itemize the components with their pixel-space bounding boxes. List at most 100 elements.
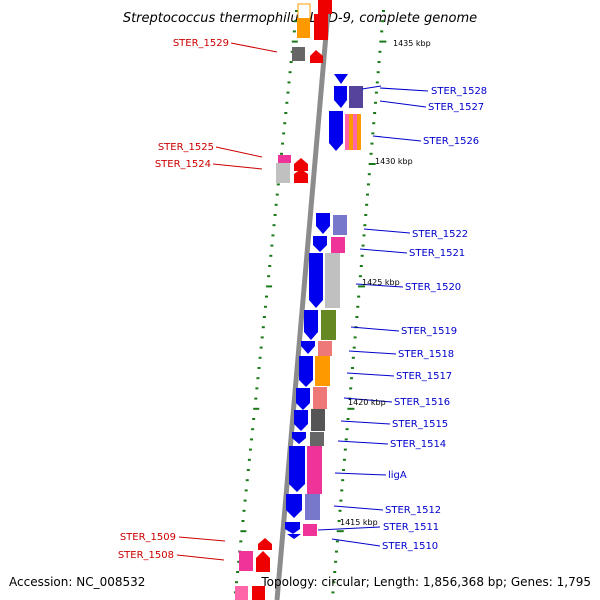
scale-tick bbox=[275, 193, 279, 196]
gene-label-ster-1509[interactable]: STER_1509 bbox=[120, 532, 176, 543]
scale-tick bbox=[331, 591, 335, 594]
scale-tick bbox=[356, 305, 360, 308]
scale-tick bbox=[358, 275, 362, 278]
gene-block-ster-1529[interactable] bbox=[292, 47, 305, 61]
gene-block-ster-1516[interactable] bbox=[313, 387, 327, 409]
scale-tick bbox=[235, 581, 239, 584]
scale-tick bbox=[241, 520, 245, 522]
scale-tick bbox=[339, 499, 343, 502]
gene-block-ster-1522[interactable] bbox=[333, 215, 347, 235]
gene-label-ster-1519[interactable]: STER_1519 bbox=[401, 326, 457, 337]
forward-strand-track bbox=[285, 74, 363, 539]
scale-tick bbox=[334, 560, 338, 563]
scale-tick bbox=[237, 560, 241, 563]
scale-tick bbox=[343, 448, 347, 451]
gene-label-ster-1528[interactable]: STER_1528 bbox=[431, 86, 487, 97]
scale-tick bbox=[380, 30, 384, 33]
gene-block-ster-1518[interactable] bbox=[318, 341, 332, 356]
scale-tick bbox=[369, 152, 373, 155]
gene-label-ster-1520[interactable]: STER_1520 bbox=[405, 282, 461, 293]
scale-tick bbox=[291, 40, 298, 43]
scale-tick bbox=[236, 571, 240, 573]
gene-block-ster-1515[interactable] bbox=[311, 409, 325, 431]
scale-tick bbox=[379, 40, 387, 43]
scale-tick bbox=[362, 234, 366, 237]
arrow-ster-1522[interactable] bbox=[316, 213, 330, 234]
scale-tick bbox=[368, 163, 376, 165]
arrow-ster-1527[interactable] bbox=[334, 86, 347, 108]
kbp-label-1435: 1435 kbp bbox=[393, 39, 431, 48]
gene-block-ster-1519[interactable] bbox=[321, 310, 336, 340]
gene-block-ster-1514[interactable] bbox=[310, 432, 324, 446]
scale-tick bbox=[246, 469, 250, 471]
gene-label-ster-1522[interactable]: STER_1522 bbox=[412, 229, 468, 240]
gene-block-ster-1508[interactable] bbox=[239, 551, 253, 571]
scale-tick bbox=[374, 101, 378, 104]
scale-tick bbox=[245, 479, 249, 482]
scale-tick bbox=[358, 285, 366, 288]
arrow-liga[interactable] bbox=[289, 446, 305, 492]
scale-tick bbox=[336, 530, 344, 533]
gene-block-ster-1521[interactable] bbox=[331, 237, 345, 253]
scale-tick bbox=[351, 356, 355, 359]
gene-label-ster-1508[interactable]: STER_1508 bbox=[118, 550, 174, 561]
leader-lines bbox=[176, 42, 429, 561]
gene-label-ster-1524[interactable]: STER_1524 bbox=[155, 159, 211, 170]
gene-label-ster-1521[interactable]: STER_1521 bbox=[409, 248, 465, 259]
arrow-ster-1529[interactable] bbox=[310, 50, 323, 63]
gene-label-ster-1516[interactable]: STER_1516 bbox=[394, 397, 450, 408]
gene-label-ster-1517[interactable]: STER_1517 bbox=[396, 371, 452, 382]
scale-tick bbox=[353, 336, 357, 339]
gene-block-ster-1511[interactable] bbox=[303, 524, 317, 536]
gene-label-ster-1527[interactable]: STER_1527 bbox=[428, 102, 484, 113]
gene-block-ster-1517[interactable] bbox=[315, 356, 330, 386]
scale-tick bbox=[272, 224, 276, 227]
scale-tick bbox=[338, 509, 342, 512]
kbp-labels: 1435 kbp 1430 kbp 1425 kbp 1420 kbp 1415… bbox=[340, 39, 431, 527]
scale-tick bbox=[262, 316, 266, 318]
scale-tick bbox=[248, 448, 252, 451]
scale-tick bbox=[280, 152, 284, 155]
gene-label-ster-1526[interactable]: STER_1526 bbox=[423, 136, 479, 147]
gene-label-ster-1518[interactable]: STER_1518 bbox=[398, 349, 454, 360]
gene-label-liga[interactable]: ligA bbox=[388, 470, 407, 481]
arrow-ster-1510[interactable] bbox=[285, 522, 300, 534]
forward-gene-labels: STER_1528 STER_1527 STER_1526 STER_1522 … bbox=[382, 86, 487, 552]
scale-tick bbox=[256, 377, 260, 380]
scale-tick bbox=[375, 81, 379, 84]
gene-label-ster-1514[interactable]: STER_1514 bbox=[390, 439, 446, 450]
arrow-ster-1509[interactable] bbox=[258, 538, 272, 550]
accession-text: Accession: NC_008532 bbox=[9, 575, 145, 589]
kbp-label-1420: 1420 kbp bbox=[348, 398, 386, 407]
gene-label-ster-1512[interactable]: STER_1512 bbox=[385, 505, 441, 516]
gene-block-ster-1512[interactable] bbox=[305, 494, 320, 520]
gene-block-ster-1527[interactable] bbox=[349, 86, 363, 108]
kbp-label-1430: 1430 kbp bbox=[375, 157, 413, 166]
scale-tick bbox=[258, 356, 262, 359]
arrow-ster-1508[interactable] bbox=[256, 551, 270, 572]
gene-label-ster-1525[interactable]: STER_1525 bbox=[158, 142, 214, 153]
scale-tick bbox=[334, 550, 338, 553]
gene-block-ster-1520[interactable] bbox=[325, 253, 340, 308]
gene-block-ster-1525[interactable] bbox=[278, 155, 291, 163]
scale-tick bbox=[251, 428, 255, 431]
genome-backbone bbox=[274, 0, 332, 600]
arrow-ster-1526[interactable] bbox=[329, 111, 343, 151]
gene-label-ster-1515[interactable]: STER_1515 bbox=[392, 419, 448, 430]
scale-tick bbox=[247, 458, 251, 461]
scale-tick bbox=[295, 10, 298, 12]
scale-tick bbox=[243, 499, 247, 502]
scale-tick bbox=[364, 214, 368, 216]
gene-block-ster-1524[interactable] bbox=[276, 163, 290, 183]
gene-label-ster-1529[interactable]: STER_1529 bbox=[173, 38, 229, 49]
scale-tick bbox=[337, 520, 341, 522]
gene-block-liga[interactable] bbox=[307, 446, 322, 494]
scale-tick bbox=[239, 540, 243, 543]
scale-tick bbox=[340, 489, 344, 492]
scale-tick bbox=[352, 346, 356, 349]
kbp-label-1415: 1415 kbp bbox=[340, 518, 378, 527]
scale-tick bbox=[370, 142, 374, 145]
gene-label-ster-1510[interactable]: STER_1510 bbox=[382, 541, 438, 552]
gene-label-ster-1511[interactable]: STER_1511 bbox=[383, 522, 439, 533]
